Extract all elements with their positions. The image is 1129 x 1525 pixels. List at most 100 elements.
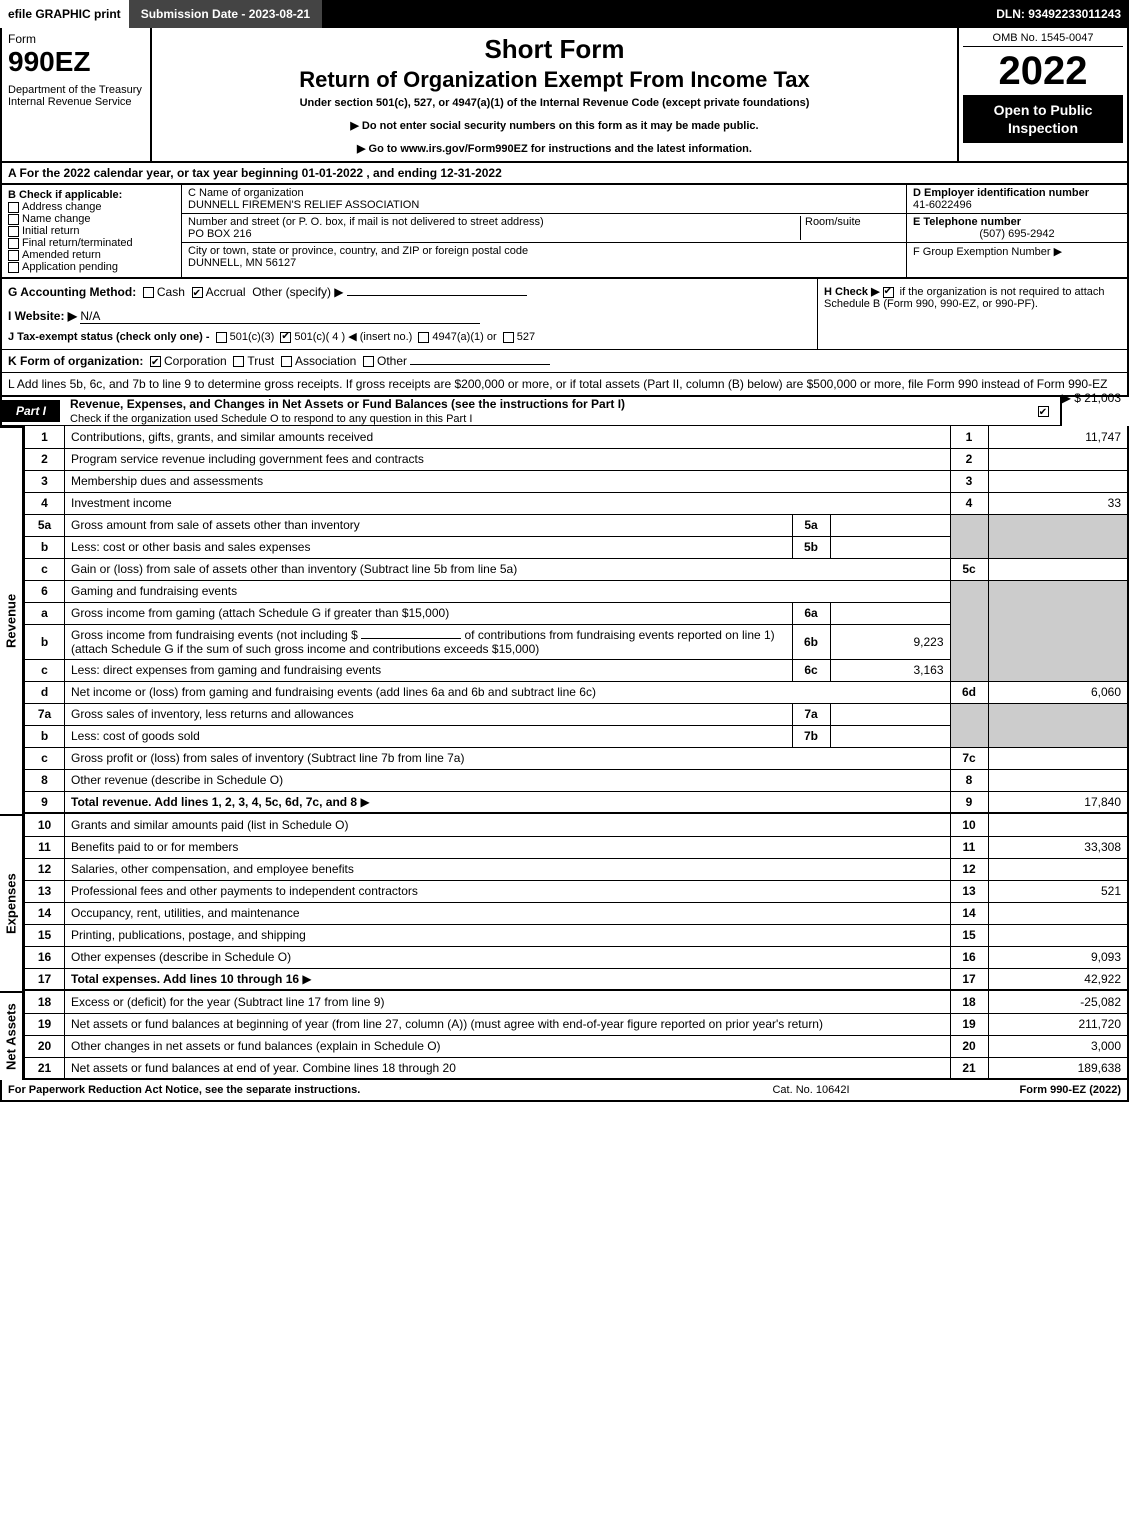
- l7c-desc: Gross profit or (loss) from sales of inv…: [71, 751, 464, 765]
- l13-desc: Professional fees and other payments to …: [71, 884, 418, 898]
- l6c-desc: Less: direct expenses from gaming and fu…: [71, 663, 381, 677]
- l7a-desc: Gross sales of inventory, less returns a…: [71, 707, 354, 721]
- website-value: N/A: [80, 309, 480, 324]
- block-bcdef: B Check if applicable: Address change Na…: [0, 185, 1129, 279]
- chk-application-pending[interactable]: [8, 262, 19, 273]
- inspection-badge: Open to Public Inspection: [963, 95, 1123, 143]
- chk-other[interactable]: [363, 356, 374, 367]
- top-bar: efile GRAPHIC print Submission Date - 20…: [0, 0, 1129, 28]
- chk-trust[interactable]: [233, 356, 244, 367]
- l6b-sub: 9,223: [830, 624, 950, 659]
- l7b-desc: Less: cost of goods sold: [71, 729, 200, 743]
- chk-accrual[interactable]: [192, 287, 203, 298]
- k-other: Other: [377, 354, 407, 368]
- omb-number: OMB No. 1545-0047: [963, 32, 1123, 47]
- room-suite-label: Room/suite: [800, 216, 900, 240]
- l6a-sub: [830, 602, 950, 624]
- expenses-table: 10Grants and similar amounts paid (list …: [24, 814, 1129, 991]
- l6c-sub: 3,163: [830, 659, 950, 681]
- chk-corp[interactable]: [150, 356, 161, 367]
- chk-initial-return[interactable]: [8, 226, 19, 237]
- side-revenue: Revenue: [0, 426, 24, 814]
- l3-val: [988, 470, 1128, 492]
- g-label: G Accounting Method:: [8, 285, 136, 299]
- l12-val: [988, 858, 1128, 880]
- l5a-sub: [830, 514, 950, 536]
- l9-val: 17,840: [988, 791, 1128, 813]
- submission-date: Submission Date - 2023-08-21: [129, 0, 324, 28]
- subtitle: Under section 501(c), 527, or 4947(a)(1)…: [162, 97, 947, 109]
- l5a-desc: Gross amount from sale of assets other t…: [71, 518, 360, 532]
- l15-desc: Printing, publications, postage, and shi…: [71, 928, 306, 942]
- chk-part1-schedO[interactable]: [1038, 406, 1049, 417]
- l3-desc: Membership dues and assessments: [71, 474, 263, 488]
- l5b-desc: Less: cost or other basis and sales expe…: [71, 540, 310, 554]
- page-footer: For Paperwork Reduction Act Notice, see …: [0, 1080, 1129, 1102]
- opt-amended-return: Amended return: [22, 249, 101, 261]
- chk-4947[interactable]: [418, 332, 429, 343]
- footer-formid: Form 990-EZ (2022): [941, 1084, 1121, 1096]
- chk-name-change[interactable]: [8, 214, 19, 225]
- opt-address-change: Address change: [22, 201, 102, 213]
- b-label: B Check if applicable:: [8, 189, 122, 201]
- l19-desc: Net assets or fund balances at beginning…: [71, 1017, 823, 1031]
- c-name-label: C Name of organization: [188, 187, 304, 199]
- part1-title: Revenue, Expenses, and Changes in Net As…: [70, 397, 625, 411]
- efile-label[interactable]: efile GRAPHIC print: [0, 0, 129, 28]
- k-trust: Trust: [247, 354, 274, 368]
- form-header: Form 990EZ Department of the Treasury In…: [0, 28, 1129, 163]
- e-tel-label: E Telephone number: [913, 216, 1021, 228]
- l16-desc: Other expenses (describe in Schedule O): [71, 950, 291, 964]
- k-assoc: Association: [295, 354, 356, 368]
- chk-501c[interactable]: [280, 332, 291, 343]
- chk-527[interactable]: [503, 332, 514, 343]
- l8-desc: Other revenue (describe in Schedule O): [71, 773, 283, 787]
- l4-val: 33: [988, 492, 1128, 514]
- l-value: ▶ $ 21,003: [1062, 391, 1121, 405]
- opt-name-change: Name change: [22, 213, 91, 225]
- l17-val: 42,922: [988, 968, 1128, 990]
- org-city: DUNNELL, MN 56127: [188, 257, 296, 269]
- chk-501c3[interactable]: [216, 332, 227, 343]
- l4-desc: Investment income: [71, 496, 172, 510]
- j-label: J Tax-exempt status (check only one) -: [8, 331, 210, 343]
- title-short-form: Short Form: [162, 34, 947, 65]
- chk-cash[interactable]: [143, 287, 154, 298]
- k-label: K Form of organization:: [8, 354, 143, 368]
- l7c-val: [988, 747, 1128, 769]
- l15-val: [988, 924, 1128, 946]
- g-other: Other (specify) ▶: [252, 285, 343, 299]
- l1-val: 11,747: [988, 426, 1128, 448]
- chk-amended-return[interactable]: [8, 250, 19, 261]
- l10-val: [988, 814, 1128, 836]
- opt-final-return: Final return/terminated: [22, 237, 133, 249]
- f-group-label: F Group Exemption Number ▶: [913, 246, 1062, 258]
- l12-desc: Salaries, other compensation, and employ…: [71, 862, 354, 876]
- i-label: I Website: ▶: [8, 309, 77, 323]
- l6-desc: Gaming and fundraising events: [71, 584, 237, 598]
- l5c-desc: Gain or (loss) from sale of assets other…: [71, 562, 517, 576]
- form-word: Form: [8, 32, 144, 46]
- opt-application-pending: Application pending: [22, 261, 118, 273]
- chk-final-return[interactable]: [8, 238, 19, 249]
- note-url[interactable]: ▶ Go to www.irs.gov/Form990EZ for instru…: [162, 142, 947, 155]
- l16-val: 9,093: [988, 946, 1128, 968]
- chk-assoc[interactable]: [281, 356, 292, 367]
- tax-year: 2022: [963, 51, 1123, 91]
- revenue-table: 1Contributions, gifts, grants, and simil…: [24, 426, 1129, 814]
- part1-tab: Part I: [2, 400, 60, 422]
- j-opt2: 501(c)( 4 ) ◀ (insert no.): [294, 331, 412, 343]
- opt-initial-return: Initial return: [22, 225, 79, 237]
- org-addr: PO BOX 216: [188, 228, 252, 240]
- d-ein-label: D Employer identification number: [913, 187, 1089, 199]
- chk-address-change[interactable]: [8, 202, 19, 213]
- j-opt1: 501(c)(3): [230, 331, 275, 343]
- l2-desc: Program service revenue including govern…: [71, 452, 424, 466]
- block-gh: G Accounting Method: Cash Accrual Other …: [0, 279, 1129, 350]
- dln-label: DLN: 93492233011243: [988, 0, 1129, 28]
- l6b-desc1: Gross income from fundraising events (no…: [71, 628, 358, 642]
- chk-h[interactable]: [883, 287, 894, 298]
- note-ssn: ▶ Do not enter social security numbers o…: [162, 119, 947, 132]
- c-city-label: City or town, state or province, country…: [188, 245, 528, 257]
- l7a-sub: [830, 703, 950, 725]
